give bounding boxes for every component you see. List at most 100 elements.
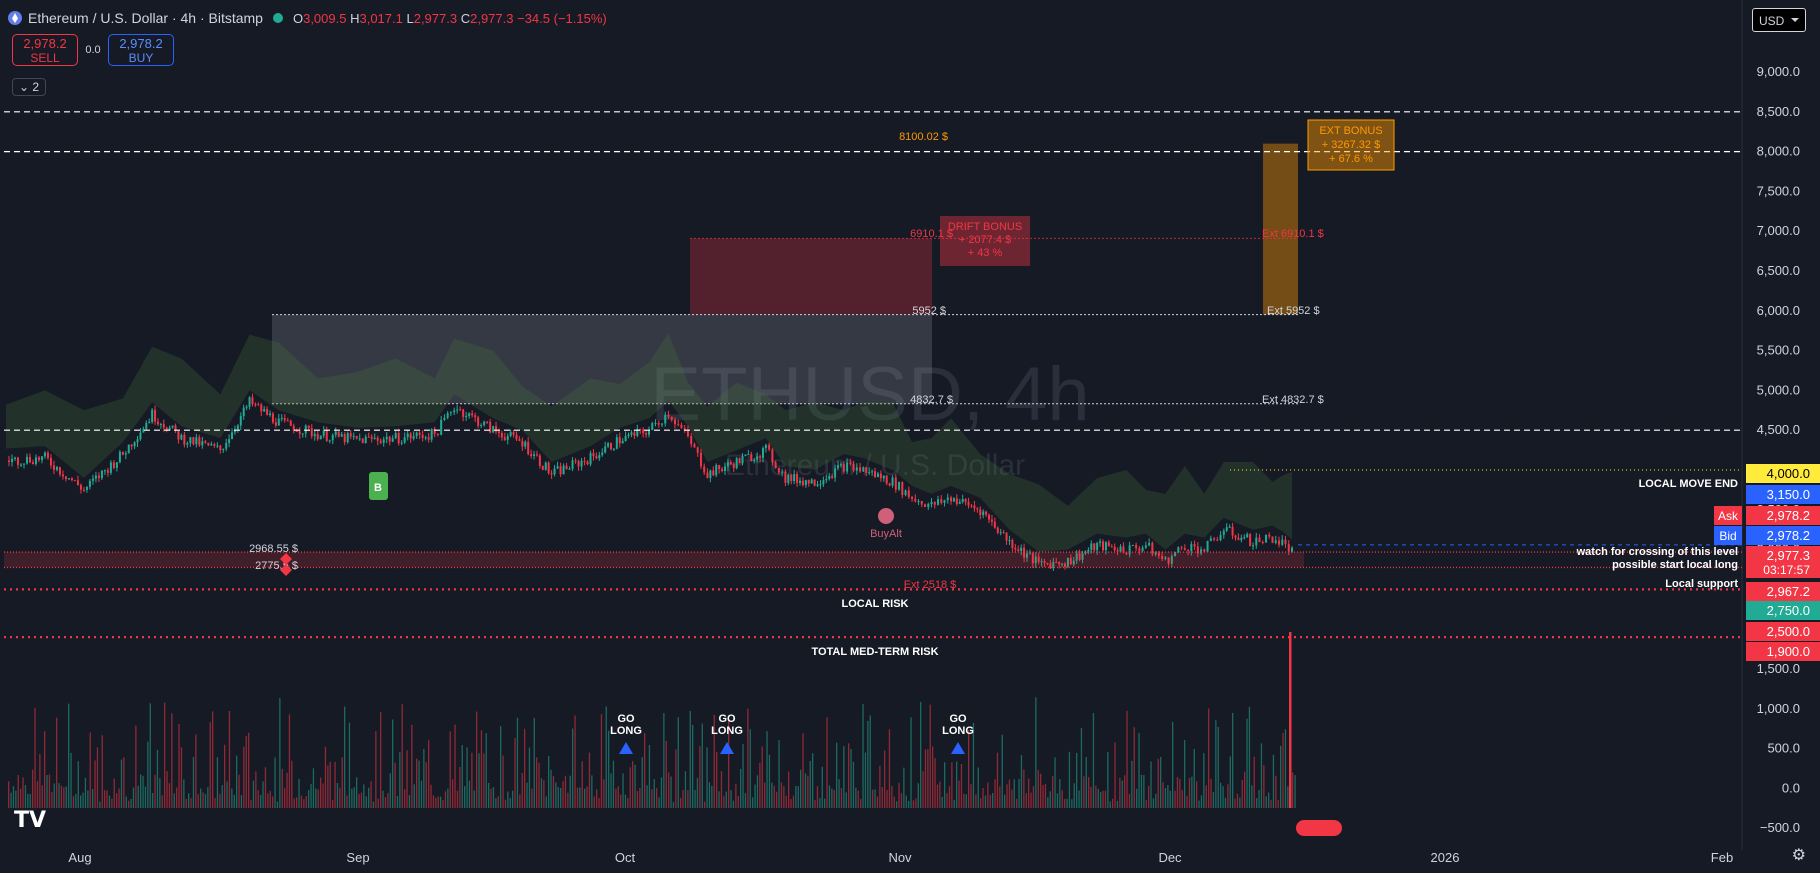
candle: [1031, 553, 1034, 564]
candle: [497, 431, 500, 433]
volume-bar: [910, 717, 912, 808]
candle: [1043, 561, 1046, 564]
candle: [1249, 534, 1252, 546]
candle: [1099, 541, 1102, 543]
candle: [825, 479, 828, 481]
volume-bar: [60, 785, 63, 808]
volume-bar: [740, 768, 742, 808]
volume-bar: [228, 710, 231, 808]
volume-bar: [915, 798, 917, 808]
volume-bar: [87, 790, 89, 808]
volume-bar: [574, 715, 576, 808]
currency-select[interactable]: USD: [1752, 8, 1806, 32]
volume-bar: [538, 762, 540, 808]
support-zone: [4, 552, 1304, 568]
volume-bar: [108, 795, 111, 808]
volume-bar: [994, 779, 996, 808]
volume-bar: [281, 768, 283, 808]
candle: [937, 499, 940, 505]
candle: [898, 482, 901, 490]
volume-bar: [555, 782, 557, 808]
volume-bar: [876, 796, 879, 808]
candle: [337, 431, 340, 437]
volume-bar: [891, 786, 893, 808]
candle: [468, 413, 471, 417]
candle: [1237, 537, 1240, 541]
candle: [950, 497, 953, 502]
candle: [37, 457, 40, 461]
volume-bar: [1121, 780, 1123, 808]
candle: [376, 437, 379, 441]
candle: [562, 465, 565, 475]
candle: [793, 474, 796, 482]
volume-bar: [1244, 771, 1246, 808]
candle: [712, 470, 715, 476]
candle: [538, 455, 541, 466]
candle: [462, 409, 465, 417]
candle: [112, 462, 115, 468]
volume-bar: [1155, 793, 1157, 808]
volume-bar: [735, 783, 737, 808]
volume-bar: [1102, 790, 1104, 808]
volume-bar: [1090, 786, 1092, 808]
volume-bar: [680, 797, 682, 808]
volume-bar: [1008, 779, 1011, 808]
volume-bar: [1032, 786, 1035, 808]
volume-bar: [624, 794, 627, 808]
settings-gear-icon[interactable]: ⚙: [1791, 847, 1806, 864]
candle: [810, 479, 813, 484]
volume-bar: [893, 796, 895, 808]
volume-bar: [977, 767, 979, 808]
target-range-box: [272, 314, 932, 404]
candle: [55, 467, 58, 470]
volume-bar: [32, 769, 34, 808]
buy-button[interactable]: 2,978.2 BUY: [108, 34, 174, 66]
candle: [1157, 552, 1160, 556]
volume-bar: [1215, 720, 1217, 808]
candle: [787, 474, 790, 483]
countdown-label: 03:17:57: [1763, 563, 1810, 577]
indicators-toggle[interactable]: ⌄ 2: [12, 78, 47, 96]
volume-bar: [36, 781, 39, 808]
volume-bar: [953, 800, 955, 808]
volume-bar: [360, 792, 363, 808]
diamond-marker: [280, 564, 292, 576]
candle: [495, 426, 498, 432]
volume-bar: [653, 779, 655, 808]
candle: [1014, 548, 1017, 550]
candle: [503, 437, 506, 440]
volume-bar: [377, 798, 379, 808]
symbol-title[interactable]: Ethereum / U.S. Dollar · 4h · Bitstamp: [28, 10, 263, 26]
volume-bar: [89, 732, 91, 808]
volume-bar: [365, 796, 367, 808]
volume-bar: [963, 793, 965, 808]
volume-bar: [120, 759, 123, 808]
volume-bar: [528, 747, 531, 808]
candle: [97, 475, 100, 479]
volume-bar: [159, 778, 161, 808]
volume-bar: [1282, 733, 1284, 808]
volume-bar: [1097, 788, 1099, 808]
ext-bonus-zone: [1263, 143, 1298, 315]
volume-bar: [1236, 793, 1239, 808]
candle: [1234, 535, 1237, 538]
candle: [1084, 551, 1087, 554]
volume-bar: [862, 704, 864, 808]
volume-bar: [932, 746, 934, 808]
volume-bar: [339, 787, 341, 808]
volume-bar: [1263, 765, 1265, 808]
price-tag: [1746, 485, 1820, 504]
candle: [446, 413, 449, 418]
volume-bar: [252, 780, 255, 808]
sell-button[interactable]: 2,978.2 SELL: [12, 34, 78, 66]
candle: [636, 429, 639, 436]
candle: [500, 432, 503, 438]
volume-bar: [372, 801, 375, 808]
candle: [874, 471, 877, 477]
volume-bar: [764, 782, 766, 808]
volume-bar: [224, 744, 226, 808]
candle: [207, 442, 210, 446]
candle: [421, 434, 424, 438]
candle: [683, 428, 686, 430]
